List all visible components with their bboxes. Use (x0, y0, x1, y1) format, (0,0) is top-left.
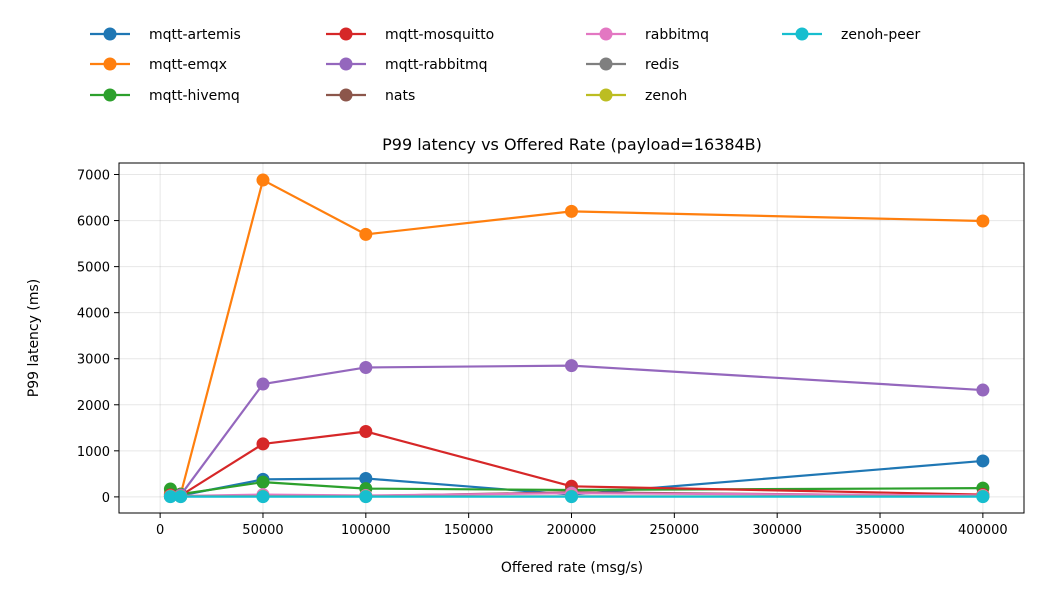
legend-item-zenoh-peer: zenoh-peer (782, 27, 920, 43)
legend-label: rabbitmq (645, 27, 709, 43)
legend-label: mqtt-emqx (149, 57, 227, 73)
data-point-mqtt-artemis (976, 454, 990, 468)
data-point-mqtt-mosquitto (256, 437, 270, 451)
legend-marker (599, 57, 613, 71)
legend-item-nats: nats (326, 88, 415, 104)
data-point-mqtt-artemis (359, 471, 373, 485)
legend-item-mqtt-emqx: mqtt-emqx (90, 57, 227, 73)
data-point-mqtt-mosquitto (359, 424, 373, 438)
legend-label: mqtt-mosquitto (385, 27, 494, 43)
legend-label: redis (645, 57, 679, 73)
data-point-zenoh-peer (359, 490, 373, 504)
legend-item-redis: redis (586, 57, 679, 73)
series-mqtt-rabbitmq (163, 359, 990, 503)
legend-label: mqtt-hivemq (149, 88, 240, 104)
legend-marker (599, 88, 613, 102)
x-tick-label: 400000 (958, 523, 1008, 538)
y-tick-label: 6000 (77, 215, 110, 230)
y-axis-label: P99 latency (ms) (26, 279, 42, 397)
y-tick-label: 2000 (77, 399, 110, 414)
data-point-zenoh-peer (163, 490, 177, 504)
x-tick-label: 200000 (547, 523, 597, 538)
y-tick-label: 3000 (77, 353, 110, 368)
data-point-mqtt-emqx (565, 204, 578, 218)
data-point-mqtt-rabbitmq (976, 383, 990, 397)
y-tick-label: 0 (102, 491, 110, 506)
x-tick-label: 300000 (752, 523, 802, 538)
legend-marker (599, 27, 613, 41)
data-point-mqtt-rabbitmq (256, 377, 270, 391)
legend-item-mqtt-rabbitmq: mqtt-rabbitmq (326, 57, 488, 73)
data-point-zenoh-peer (174, 490, 188, 504)
chart-title: P99 latency vs Offered Rate (payload=163… (382, 135, 762, 154)
x-axis-label: Offered rate (msg/s) (501, 560, 643, 576)
y-axis-ticks: 0 1000 2000 3000 4000 5000 6000 7000 (77, 169, 119, 506)
legend-item-rabbitmq: rabbitmq (586, 27, 709, 43)
x-tick-label: 250000 (650, 523, 700, 538)
data-point-zenoh-peer (256, 490, 270, 504)
data-point-mqtt-emqx (256, 173, 270, 187)
series-layer (163, 173, 990, 504)
x-tick-label: 350000 (855, 523, 905, 538)
legend-marker (339, 27, 353, 41)
y-tick-label: 7000 (77, 169, 110, 184)
legend-item-mqtt-hivemq: mqtt-hivemq (90, 88, 240, 104)
y-tick-label: 4000 (77, 307, 110, 322)
x-tick-label: 100000 (341, 523, 391, 538)
legend-marker (339, 57, 353, 71)
data-point-mqtt-emqx (359, 227, 373, 241)
data-point-mqtt-rabbitmq (359, 360, 373, 374)
legend: mqtt-artemis mqtt-emqx mqtt-hivemq mqtt-mos… (90, 27, 920, 104)
y-tick-label: 5000 (77, 261, 110, 276)
y-tick-label: 1000 (77, 445, 110, 460)
legend-marker (103, 88, 117, 102)
x-tick-label: 150000 (444, 523, 494, 538)
x-tick-label: 50000 (242, 523, 283, 538)
data-point-mqtt-emqx (976, 214, 990, 228)
data-point-zenoh-peer (976, 490, 990, 504)
x-axis-ticks: 0 50000 100000 150000 200000 250000 300000 3500… (156, 513, 1008, 538)
legend-marker (103, 57, 117, 71)
series-line-mqtt-emqx (170, 178, 983, 496)
legend-marker (339, 88, 353, 102)
data-point-zenoh-peer (565, 490, 578, 504)
legend-item-zenoh: zenoh (586, 88, 687, 104)
data-point-mqtt-hivemq (256, 475, 270, 489)
legend-marker (103, 27, 117, 41)
series-line-mqtt-rabbitmq (170, 364, 983, 498)
legend-label: nats (385, 88, 415, 104)
x-tick-label: 0 (156, 523, 164, 538)
series-zenoh-peer (163, 490, 990, 504)
legend-label: mqtt-rabbitmq (385, 57, 488, 73)
legend-item-mqtt-artemis: mqtt-artemis (90, 27, 241, 43)
gridlines (119, 163, 1024, 513)
legend-label: mqtt-artemis (149, 27, 241, 43)
series-mqtt-emqx (163, 173, 990, 501)
legend-item-mqtt-mosquitto: mqtt-mosquitto (326, 27, 494, 43)
data-point-mqtt-rabbitmq (565, 359, 578, 373)
legend-marker (795, 27, 809, 41)
legend-label: zenoh (645, 88, 687, 104)
legend-label: zenoh-peer (841, 27, 920, 43)
